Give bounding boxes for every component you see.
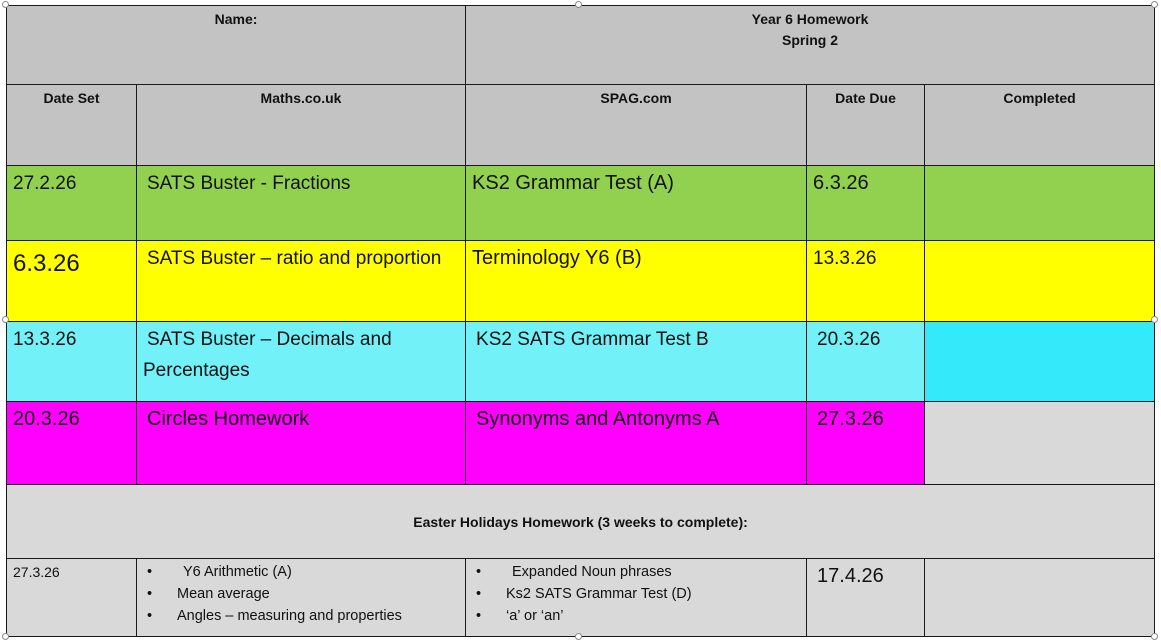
title-line-2: Spring 2: [782, 32, 839, 48]
resize-handle-bottom-right[interactable]: [1151, 633, 1158, 640]
spag-task-list: Expanded Noun phrases Ks2 SATS Grammar T…: [465, 558, 808, 637]
date-due-cell: 20.3.26: [806, 321, 926, 402]
resize-handle-top-left[interactable]: [2, 1, 9, 8]
table-row: 27.2.26 SATS Buster - Fractions KS2 Gram…: [6, 165, 1156, 241]
date-due-cell: 13.3.26: [806, 240, 926, 322]
maths-task-cell[interactable]: Circles Homework: [135, 401, 467, 485]
resize-handle-left[interactable]: [2, 316, 9, 323]
spag-task-text: Synonyms and Antonyms A: [476, 408, 720, 430]
list-item: Mean average: [143, 583, 459, 605]
list-item: Angles – measuring and properties: [143, 605, 459, 627]
table-row: 13.3.26 SATS Buster – Decimals and Perce…: [6, 321, 1156, 402]
name-field-cell[interactable]: Name:: [5, 5, 467, 85]
spag-task-text: KS2 SATS Grammar Test B: [476, 329, 709, 350]
completed-cell[interactable]: [924, 401, 1156, 485]
maths-task-list: Y6 Arithmetic (A) Mean average Angles – …: [135, 558, 467, 637]
completed-cell[interactable]: [924, 240, 1156, 322]
maths-task-cell[interactable]: SATS Buster - Fractions: [135, 165, 467, 241]
spag-task-cell[interactable]: Terminology Y6 (B): [465, 240, 808, 322]
homework-table: Name: Year 6 Homework Spring 2 Date Set …: [5, 5, 1156, 637]
list-item: Expanded Noun phrases: [472, 561, 800, 583]
list-item: Ks2 SATS Grammar Test (D): [472, 583, 800, 605]
list-item: Y6 Arithmetic (A): [143, 561, 459, 583]
resize-handle-right[interactable]: [1151, 316, 1158, 323]
date-set-cell: 6.3.26: [6, 240, 137, 322]
maths-task-text: Circles Homework: [147, 408, 310, 430]
column-header-date-set: Date Set: [6, 84, 137, 166]
title-line-1: Year 6 Homework: [751, 11, 869, 27]
easter-heading: Easter Holidays Homework (3 weeks to com…: [5, 484, 1156, 559]
date-due-cell: 27.3.26: [806, 401, 926, 485]
maths-task-text: SATS Buster - Fractions: [147, 173, 351, 194]
completed-cell[interactable]: [924, 165, 1156, 241]
completed-cell[interactable]: [924, 321, 1156, 402]
date-due-cell: 6.3.26: [806, 165, 926, 241]
date-due-text: 27.3.26: [817, 408, 884, 430]
column-header-spag: SPAG.com: [465, 84, 808, 166]
column-header-maths: Maths.co.uk: [135, 84, 467, 166]
spag-task-cell[interactable]: KS2 Grammar Test (A): [465, 165, 808, 241]
column-header-completed: Completed: [924, 84, 1156, 166]
date-set-cell: 13.3.26: [6, 321, 137, 402]
spag-task-cell[interactable]: KS2 SATS Grammar Test B: [465, 321, 808, 402]
completed-cell[interactable]: [924, 558, 1156, 637]
title-cell: Year 6 Homework Spring 2: [465, 5, 1156, 85]
table-row: 6.3.26 SATS Buster – ratio and proportio…: [6, 240, 1156, 322]
date-due-text: 20.3.26: [817, 329, 881, 350]
column-header-date-due: Date Due: [806, 84, 926, 166]
maths-task-text: SATS Buster – Decimals and Percentages: [143, 329, 392, 381]
resize-handle-bottom-left[interactable]: [2, 633, 9, 640]
list-item: ‘a’ or ‘an’: [472, 605, 800, 627]
maths-task-cell[interactable]: SATS Buster – Decimals and Percentages: [135, 321, 467, 402]
date-due-cell: 17.4.26: [806, 558, 926, 637]
table-row: 20.3.26 Circles Homework Synonyms and An…: [6, 401, 1156, 485]
resize-handle-top[interactable]: [575, 1, 582, 8]
resize-handle-bottom[interactable]: [575, 633, 582, 640]
date-set-cell: 27.3.26: [6, 558, 137, 637]
date-due-text: 17.4.26: [817, 565, 884, 587]
resize-handle-top-right[interactable]: [1151, 1, 1158, 8]
name-label: Name:: [214, 11, 258, 27]
table-row: 27.3.26 Y6 Arithmetic (A) Mean average A…: [6, 558, 1156, 637]
maths-task-text: SATS Buster – ratio and proportion: [147, 248, 442, 269]
date-set-cell: 27.2.26: [6, 165, 137, 241]
maths-task-cell[interactable]: SATS Buster – ratio and proportion: [135, 240, 467, 322]
date-set-cell: 20.3.26: [6, 401, 137, 485]
spag-task-cell[interactable]: Synonyms and Antonyms A: [465, 401, 808, 485]
